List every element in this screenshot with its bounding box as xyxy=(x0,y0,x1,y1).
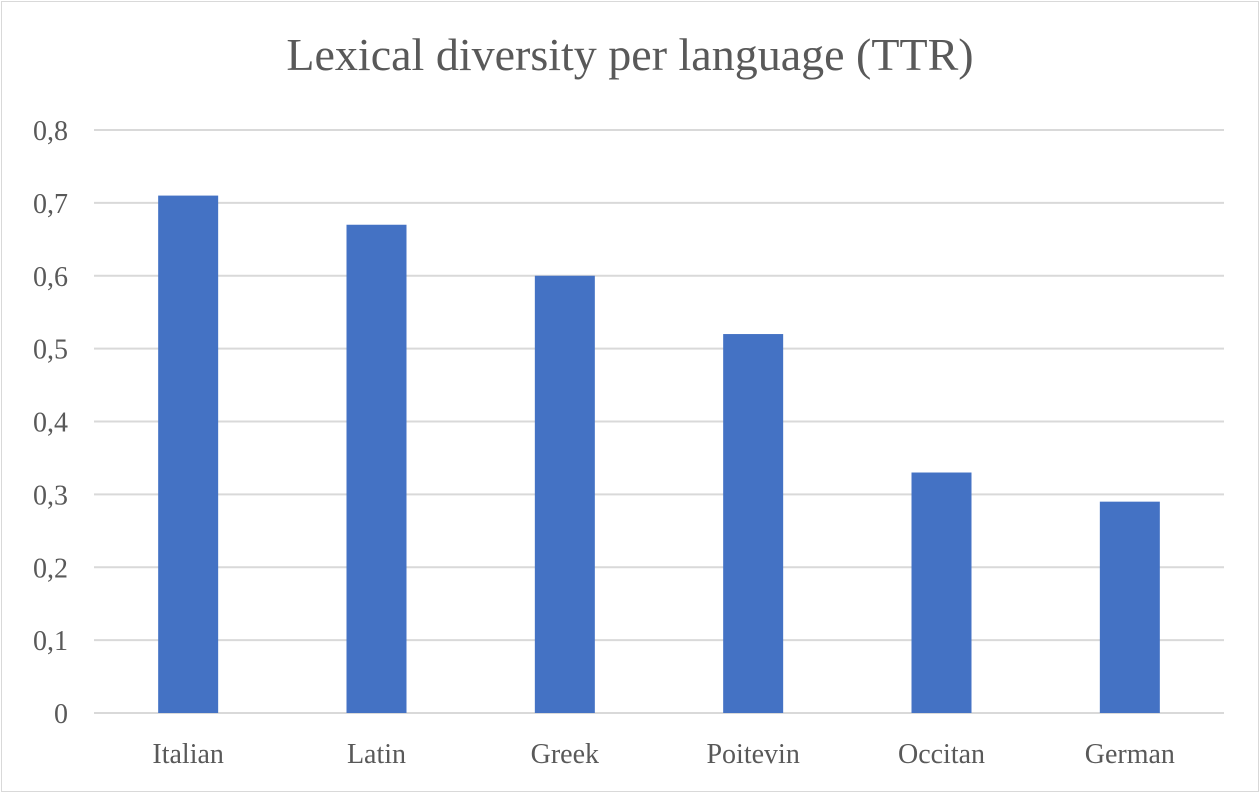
gridlines xyxy=(94,129,1224,714)
x-axis-labels: Italian Latin Greek Poitevin Occitan German xyxy=(152,739,1175,770)
y-tick-label: 0,3 xyxy=(33,480,68,511)
y-axis-ticks: 0 0,1 0,2 0,3 0,4 0,5 0,6 0,7 0,8 xyxy=(33,116,68,730)
x-category-label: Italian xyxy=(152,739,224,770)
y-tick-label: 0,4 xyxy=(33,408,68,439)
bars xyxy=(158,195,1160,714)
bar-german xyxy=(1099,501,1160,713)
x-category-label: Latin xyxy=(347,739,406,770)
y-tick-label: 0,8 xyxy=(33,116,68,147)
x-category-label: Greek xyxy=(531,739,599,770)
bar-poitevin xyxy=(723,334,784,713)
y-tick-label: 0,2 xyxy=(33,553,68,584)
y-tick-label: 0,6 xyxy=(33,262,68,293)
chart-title: Lexical diversity per language (TTR) xyxy=(286,29,974,80)
x-category-label: Occitan xyxy=(898,739,985,770)
x-category-label: Poitevin xyxy=(706,739,799,770)
bar-occitan xyxy=(911,472,972,713)
y-tick-label: 0,5 xyxy=(33,335,68,366)
bar-latin xyxy=(346,224,407,714)
y-tick-label: 0,7 xyxy=(33,189,68,220)
y-tick-label: 0,1 xyxy=(33,626,68,657)
x-category-label: German xyxy=(1085,739,1175,770)
bar-italian xyxy=(158,195,219,713)
y-tick-label: 0 xyxy=(54,699,68,730)
bar-greek xyxy=(534,275,595,713)
